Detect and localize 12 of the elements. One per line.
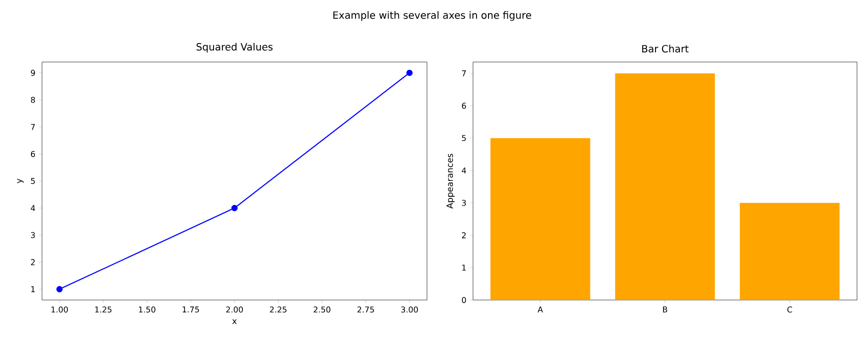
point [56,286,63,292]
bar [740,202,840,300]
y-axis-title: Appearances [446,154,455,209]
chart-title: Bar Chart [642,44,689,52]
y-axis-title: y [17,178,24,184]
bar [615,73,715,300]
point [406,70,413,76]
x-axis-title: x [232,319,237,324]
bar [490,138,590,300]
text: Example with several axes in one figure [333,11,532,21]
chart-title: Squared Values [196,42,273,53]
point [231,204,238,212]
